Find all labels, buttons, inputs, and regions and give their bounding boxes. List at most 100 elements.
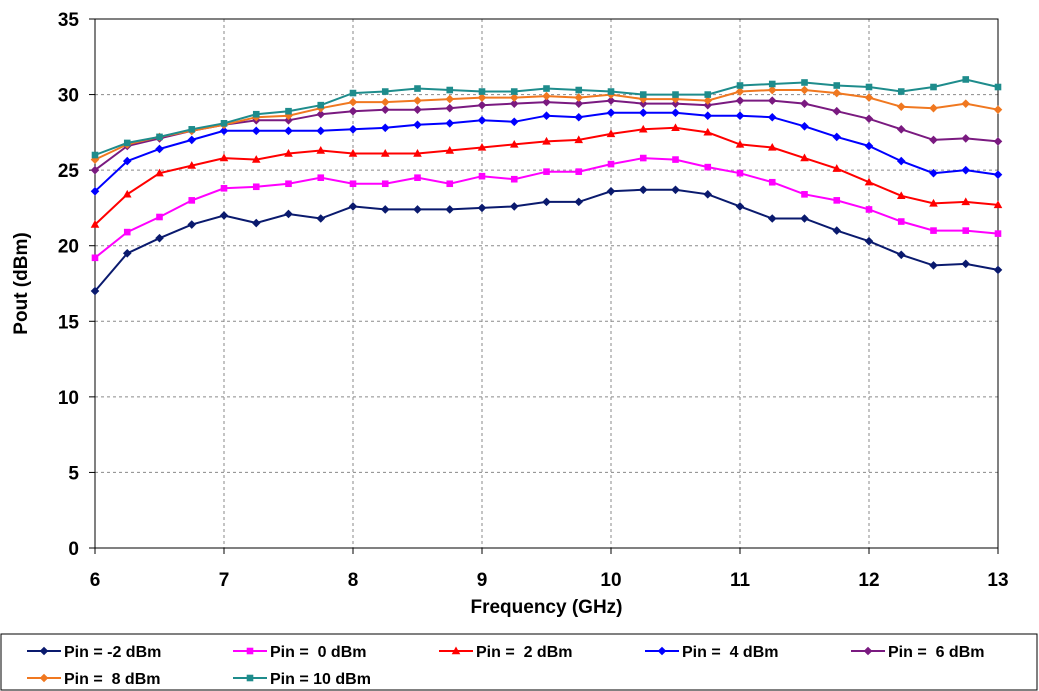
data-point <box>768 178 776 186</box>
data-point <box>865 83 873 91</box>
data-point <box>575 86 583 94</box>
data-point <box>413 96 422 105</box>
data-point <box>445 118 455 128</box>
legend-item: Pin = -2 dBm <box>27 644 161 661</box>
data-point <box>219 126 229 136</box>
data-point <box>414 85 421 92</box>
data-point <box>865 206 873 213</box>
legend: Pin = -2 dBm Pin = 0 dBm Pin = 2 dBm Pin = … <box>0 633 1038 691</box>
data-point <box>478 88 486 95</box>
data-point <box>800 122 809 131</box>
data-point <box>123 139 131 147</box>
legend-marker <box>39 673 49 683</box>
data-point <box>767 112 777 122</box>
data-point <box>220 119 228 127</box>
data-point <box>930 227 937 234</box>
legend-marker <box>451 646 461 655</box>
data-point <box>285 107 292 115</box>
data-point <box>800 99 809 108</box>
legend-marker <box>246 674 254 682</box>
data-point <box>638 124 648 133</box>
data-point <box>477 93 487 102</box>
series-0 <box>90 185 1003 296</box>
x-tick-label: 13 <box>987 570 1008 591</box>
legend-item: Pin = 10 dBm <box>233 671 371 688</box>
data-point <box>187 135 197 145</box>
data-point <box>735 139 745 148</box>
data-point <box>509 93 519 102</box>
legend-label: Pin = 6 dBm <box>888 644 984 661</box>
data-point <box>348 202 358 211</box>
x-tick-label: 12 <box>858 570 879 591</box>
data-point <box>381 88 389 95</box>
data-point <box>574 112 584 122</box>
data-point <box>962 76 970 83</box>
data-point <box>90 220 100 228</box>
data-point <box>284 126 293 136</box>
legend-label: Pin = 10 dBm <box>270 671 371 688</box>
data-point <box>767 85 777 95</box>
data-point <box>735 96 745 105</box>
data-point <box>219 153 229 162</box>
data-point <box>606 129 616 138</box>
y-tick-label: 20 <box>58 237 79 258</box>
data-point <box>477 203 487 213</box>
data-point <box>477 142 487 151</box>
data-point <box>155 233 164 243</box>
y-tick-label: 35 <box>58 10 80 31</box>
data-point <box>993 200 1003 209</box>
data-point <box>446 180 454 188</box>
data-point <box>348 125 358 134</box>
data-point <box>380 149 390 157</box>
data-point <box>574 93 584 102</box>
data-point <box>736 169 744 177</box>
data-point <box>832 226 842 235</box>
data-point <box>704 163 712 171</box>
data-point <box>380 123 390 133</box>
data-point <box>929 168 938 178</box>
data-point <box>284 149 293 157</box>
data-point <box>962 227 970 234</box>
data-point <box>930 83 937 91</box>
x-axis-ticks: 6 7 8 9 10 11 12 13 <box>90 548 1009 591</box>
data-point <box>380 205 390 214</box>
legend-item: Pin = 8 dBm <box>27 671 160 688</box>
data-point <box>316 126 326 136</box>
data-point <box>703 190 713 199</box>
data-point <box>445 103 455 113</box>
data-point <box>574 197 584 207</box>
data-point <box>122 189 132 198</box>
data-point <box>348 149 358 157</box>
data-point <box>801 191 808 198</box>
data-point <box>90 187 100 196</box>
legend-marker <box>657 646 667 656</box>
legend-item: Pin = 4 dBm <box>645 644 778 661</box>
series-layer <box>90 76 1003 296</box>
data-point <box>543 85 550 92</box>
data-point <box>155 144 164 154</box>
data-point <box>446 86 454 94</box>
data-point <box>317 174 325 181</box>
data-point <box>638 185 648 195</box>
data-point <box>445 94 455 104</box>
x-tick-label: 6 <box>90 570 101 591</box>
data-point <box>607 160 615 168</box>
data-point <box>671 123 680 132</box>
data-point <box>929 198 938 207</box>
data-point <box>638 99 648 108</box>
data-point <box>413 149 422 157</box>
data-point <box>800 85 809 95</box>
data-point <box>414 174 421 181</box>
data-point <box>90 286 100 296</box>
legend-label: Pin = -2 dBm <box>64 644 161 661</box>
y-tick-label: 15 <box>58 312 80 333</box>
legend-marker <box>39 646 49 656</box>
data-point <box>542 97 551 107</box>
data-point <box>833 82 841 89</box>
series-5 <box>90 85 1003 164</box>
series-3 <box>90 108 1003 196</box>
data-point <box>509 99 519 108</box>
data-point <box>90 165 100 175</box>
x-tick-label: 7 <box>219 570 230 591</box>
